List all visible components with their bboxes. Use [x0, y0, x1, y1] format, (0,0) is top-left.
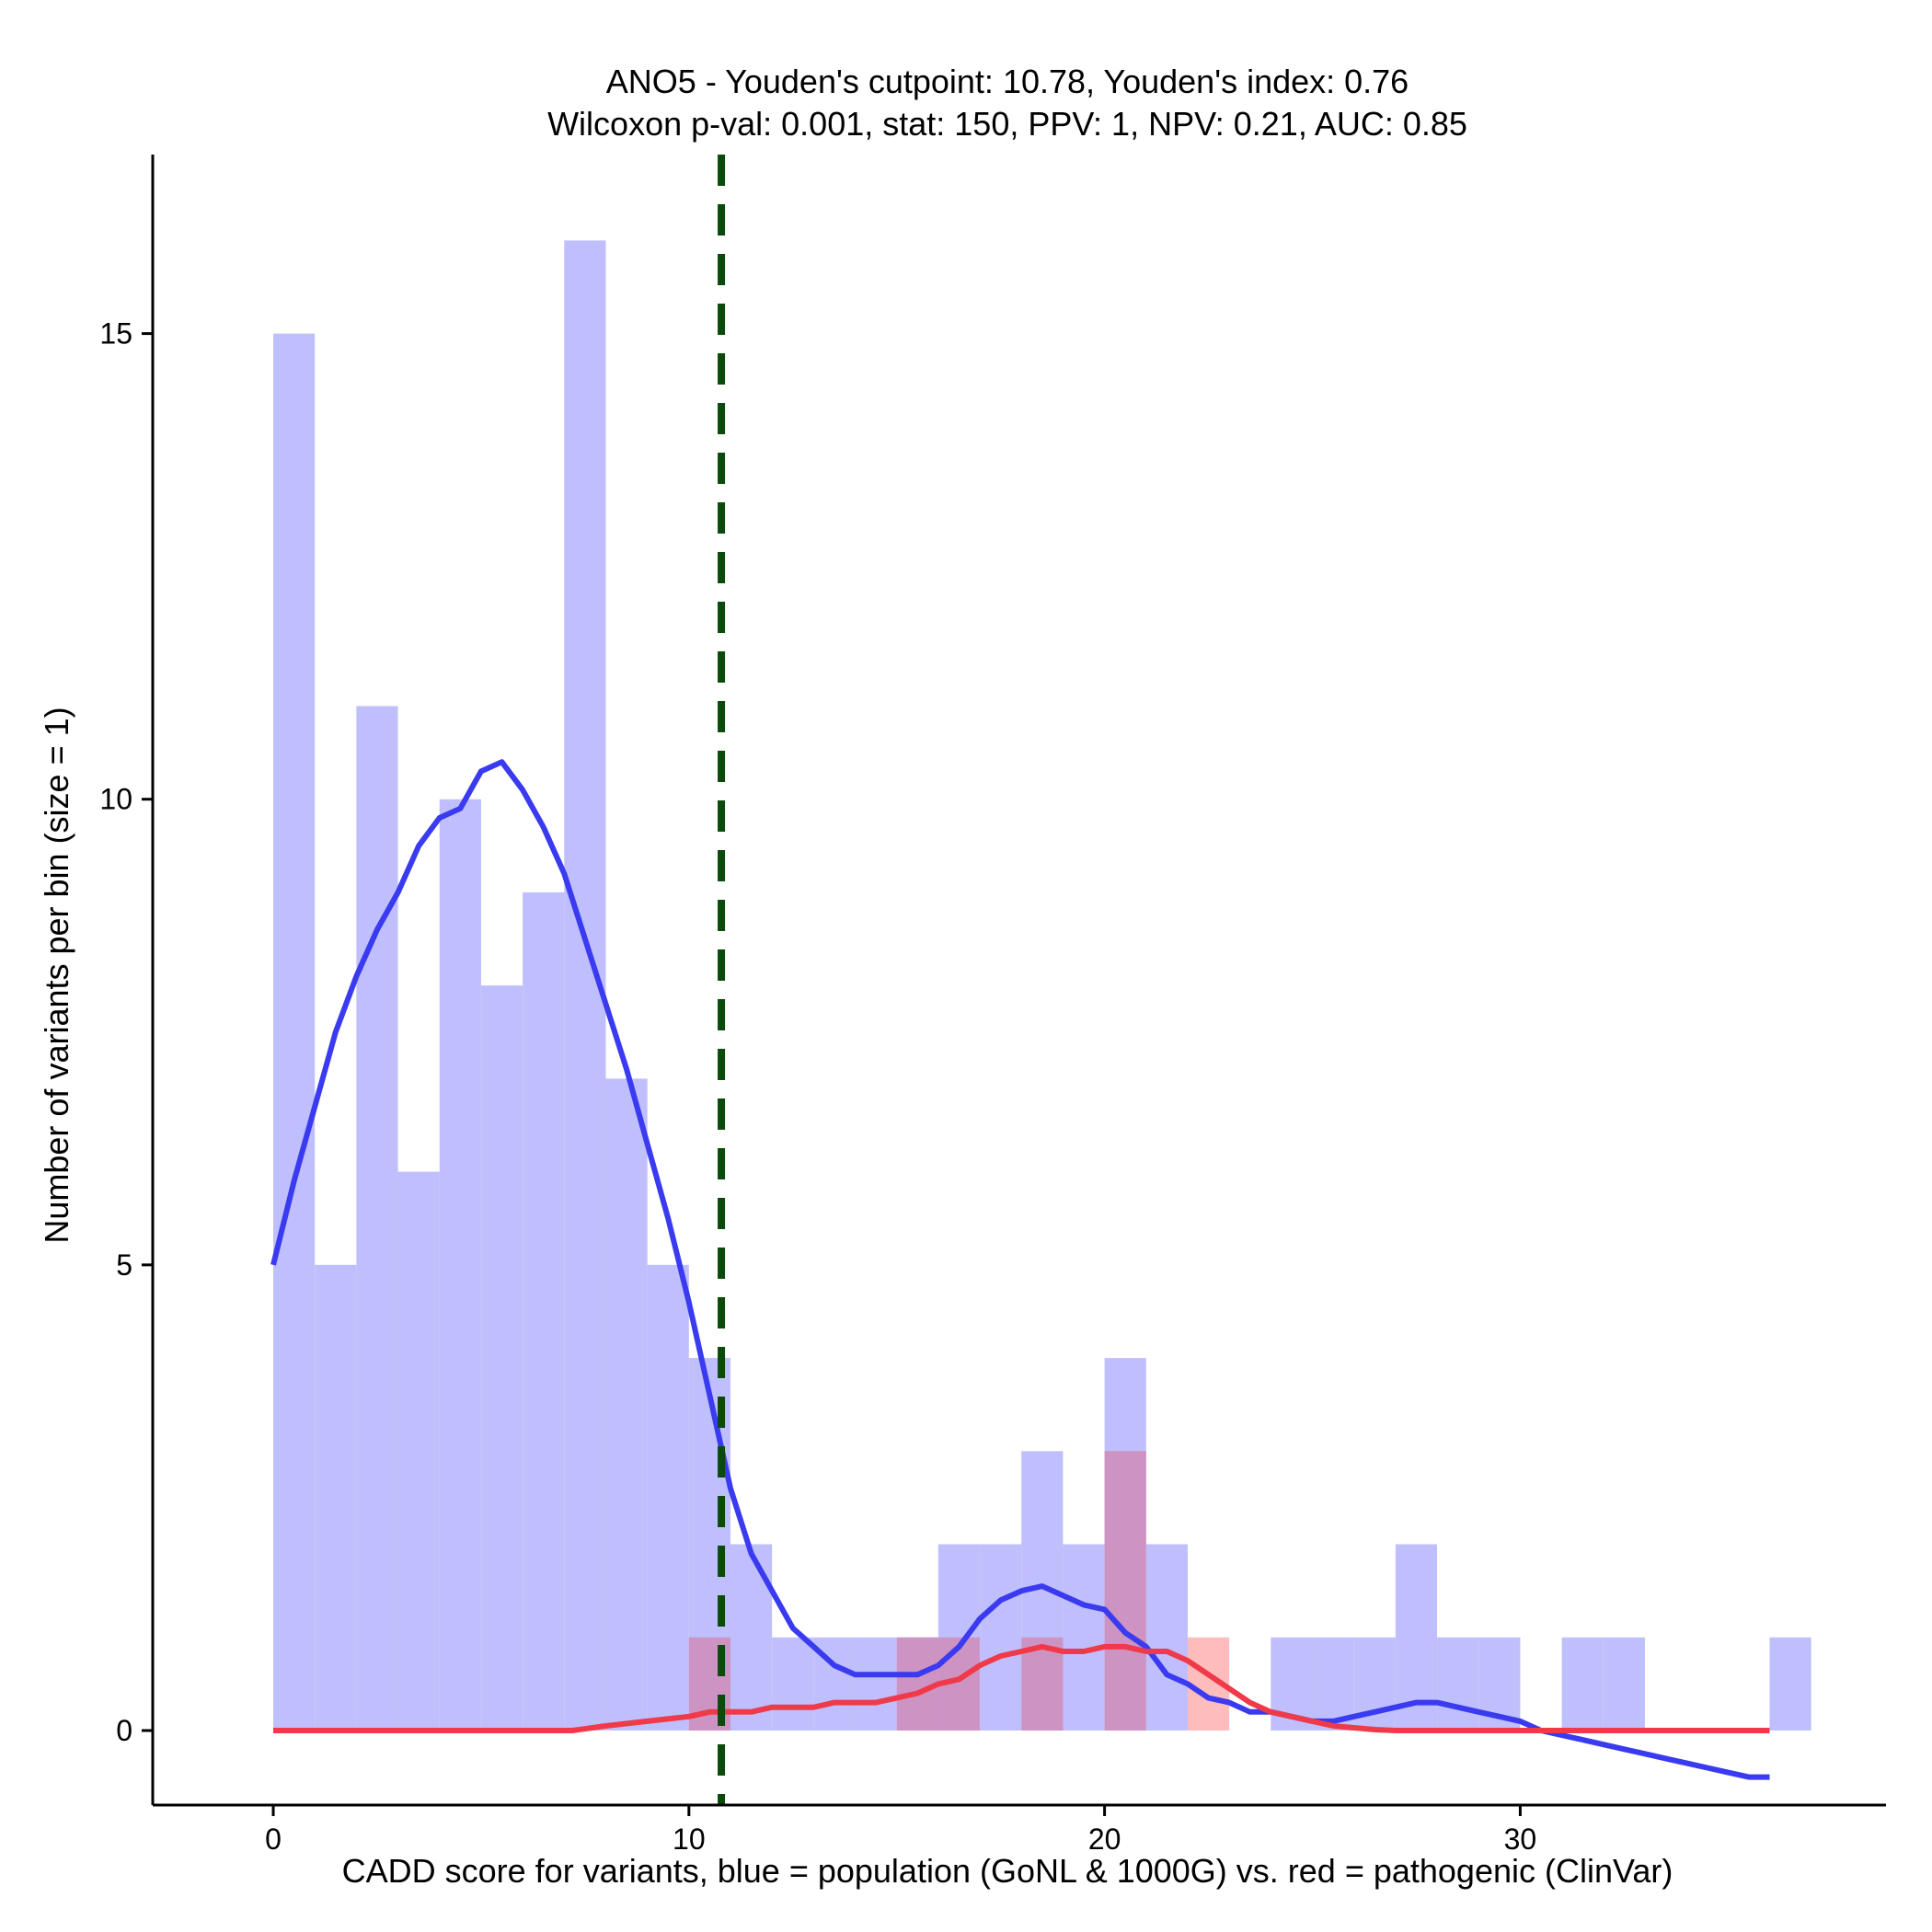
population-bar [1769, 1637, 1811, 1731]
chart-title-line2: Wilcoxon p-val: 0.001, stat: 150, PPV: 1… [547, 105, 1467, 143]
y-tick-label: 10 [99, 783, 132, 816]
population-bar [647, 1264, 689, 1731]
x-axis-ticks: 0 10 20 30 [265, 1805, 1536, 1856]
population-bar [356, 706, 398, 1731]
y-axis-label: Number of variants per bin (size = 1) [38, 707, 75, 1243]
population-bar [397, 1171, 440, 1731]
population-bar [1395, 1544, 1438, 1731]
y-axis-ticks: 0 5 10 15 [99, 317, 153, 1747]
x-axis-label: CADD score for variants, blue = populati… [342, 1852, 1673, 1890]
pathogenic-density-curve [273, 1643, 1770, 1733]
x-tick-label: 20 [1088, 1823, 1121, 1856]
population-bar [1312, 1637, 1354, 1731]
population-bar [980, 1544, 1022, 1731]
y-tick-label: 0 [116, 1714, 132, 1747]
population-density-curve [270, 759, 1770, 1780]
population-bar [439, 799, 481, 1731]
population-bar [772, 1637, 814, 1731]
y-tick-label: 15 [99, 317, 132, 351]
x-tick-label: 0 [265, 1823, 282, 1856]
population-bar [480, 985, 523, 1731]
population-bar [855, 1637, 897, 1731]
population-bar [730, 1544, 773, 1731]
population-bar [1561, 1637, 1604, 1731]
overlap-bar [896, 1637, 938, 1731]
population-bar [605, 1078, 648, 1731]
overlap-bar [1021, 1637, 1064, 1731]
population-bar [523, 891, 565, 1731]
chart-title-line1: ANO5 - Youden's cutpoint: 10.78, Youden'… [606, 63, 1409, 100]
population-bar [273, 333, 316, 1731]
overlap-bar [1104, 1451, 1146, 1731]
population-bars [273, 240, 1811, 1731]
x-tick-label: 30 [1504, 1823, 1537, 1856]
population-bar [1437, 1637, 1479, 1731]
population-bar [1603, 1637, 1645, 1731]
population-bar [1063, 1544, 1105, 1731]
population-bar [315, 1264, 357, 1731]
x-tick-label: 10 [673, 1823, 706, 1856]
population-bar [1145, 1544, 1188, 1731]
y-tick-label: 5 [116, 1248, 132, 1282]
